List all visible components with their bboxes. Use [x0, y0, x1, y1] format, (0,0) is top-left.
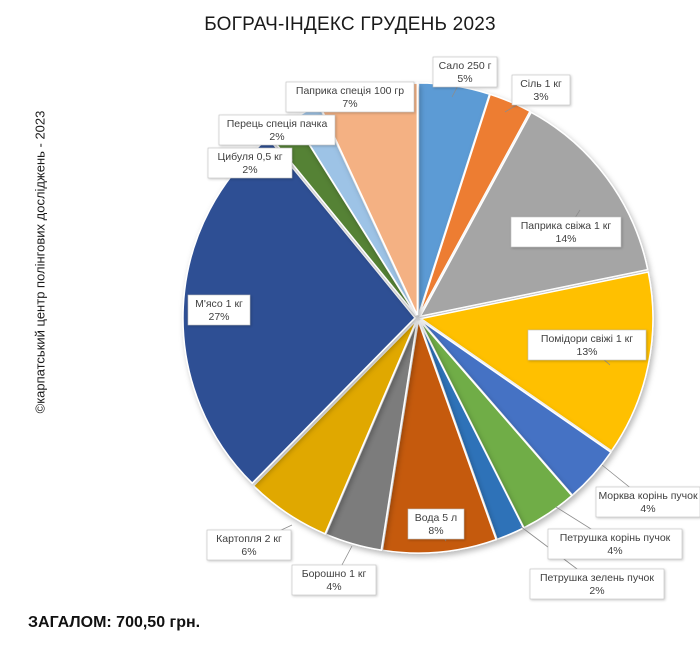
slice-label-box: [510, 216, 622, 248]
pie-slice: [324, 320, 418, 551]
slice-label-box: [291, 564, 377, 596]
slice-label-value: 8%: [428, 525, 443, 537]
slice-label-value: 7%: [342, 98, 357, 110]
slice-label-name: Цибуля 0,5 кг: [217, 151, 282, 163]
pie-slice: [418, 111, 649, 318]
slice-label-value: 5%: [457, 73, 472, 85]
pie-slice: [418, 93, 531, 316]
slice-label-box: [432, 56, 498, 88]
slice-label-box: [527, 329, 647, 361]
slice-label-box: [218, 114, 336, 146]
slice-label-name: Сало 250 г: [439, 60, 492, 72]
slice-label-name: Перець спеція пачка: [227, 118, 328, 130]
pie-slice: [252, 319, 418, 535]
slice-label-value: 3%: [533, 91, 548, 103]
slice-label-name: Борошно 1 кг: [302, 568, 367, 580]
slice-label-box: [547, 528, 683, 560]
slice-label-name: Помідори свіжі 1 кг: [541, 333, 633, 345]
slice-label-box: [187, 294, 251, 326]
pie-slice: [381, 320, 498, 554]
slice-label-value: 14%: [555, 233, 576, 245]
slice-label-name: Паприка спеція 100 гр: [296, 85, 404, 97]
slice-label-value: 2%: [589, 585, 604, 597]
slice-label-value: 27%: [208, 311, 229, 323]
slice-label-box: [529, 568, 665, 600]
slice-label-name: Картопля 2 кг: [216, 533, 282, 545]
slice-label-value: 4%: [607, 545, 622, 557]
slice-label-value: 2%: [242, 164, 257, 176]
slice-label-name: М'ясо 1 кг: [195, 298, 243, 310]
pie-slices: [182, 82, 654, 554]
slice-labels: Сало 250 г5% Сіль 1 кг3% Паприка свіжа 1 к…: [187, 56, 700, 600]
slice-label-name: Петрушка зелень пучок: [540, 572, 654, 584]
slice-label-name: Вода 5 л: [415, 512, 457, 524]
slice-label-box: [407, 508, 465, 540]
slice-label-box: [595, 486, 700, 518]
slice-label-value: 4%: [326, 581, 341, 593]
slice-label-name: Морква корінь пучок: [598, 490, 698, 502]
pie-slice: [419, 271, 654, 452]
slice-label-value: 2%: [269, 131, 284, 143]
slice-label-value: 6%: [241, 546, 256, 558]
pie-slice: [418, 320, 525, 541]
slice-label-box: [206, 529, 292, 561]
slice-label-box: [207, 147, 293, 179]
slice-label-name: Сіль 1 кг: [520, 78, 562, 90]
slice-label-name: Петрушка корінь пучок: [560, 532, 671, 544]
total-amount: ЗАГАЛОМ: 700,50 грн.: [28, 614, 201, 631]
slice-label-value: 13%: [576, 346, 597, 358]
slice-label-box: [285, 81, 415, 113]
slice-label-box: [511, 74, 571, 106]
slice-label-value: 4%: [640, 503, 655, 515]
slice-label-name: Паприка свіжа 1 кг: [521, 220, 612, 232]
pie-slice: [419, 319, 612, 497]
chart-title: БОГРАЧ-ІНДЕКС ГРУДЕНЬ 2023: [204, 14, 496, 35]
